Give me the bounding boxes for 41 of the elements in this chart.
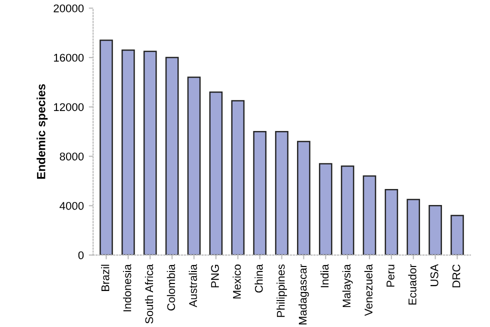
bar	[384, 189, 398, 256]
x-tick-label: PNG	[211, 264, 219, 288]
x-tick-label: Brazil	[101, 264, 110, 291]
bar	[362, 175, 376, 256]
bar	[428, 205, 442, 256]
bar	[340, 166, 354, 256]
y-tick-label: 16000	[54, 54, 84, 62]
x-tick-label: Colombia	[166, 264, 176, 310]
bar	[406, 198, 420, 256]
bar	[231, 100, 245, 256]
bar	[100, 40, 113, 256]
x-tick-label: Indonesia	[123, 264, 132, 312]
x-tick-label: Australia	[188, 264, 197, 308]
bar	[253, 130, 266, 256]
bar	[297, 140, 310, 256]
y-tick-label: 20000	[54, 4, 84, 12]
x-tick-label: India	[320, 264, 329, 288]
x-tick-label: USA	[430, 264, 438, 286]
y-tick-label: 4000	[60, 202, 84, 210]
bar	[209, 91, 223, 256]
bar	[450, 214, 464, 256]
bar	[275, 130, 288, 256]
x-tick-label: Malaysia	[342, 264, 353, 308]
x-tick-label: South Africa	[144, 264, 154, 324]
x-tick-label: Peru	[386, 264, 394, 287]
y-tick-label: 12000	[54, 103, 84, 112]
bar	[165, 56, 179, 256]
y-axis-title: Endemic species	[36, 84, 48, 179]
x-tick-label: Mexico	[232, 264, 241, 298]
x-tick-label: Madagascar	[298, 264, 309, 324]
bar	[122, 50, 135, 256]
y-tick-label: 8000	[60, 152, 84, 160]
x-tick-label: Venezuela	[364, 264, 372, 316]
y-tick-label: 0	[78, 251, 84, 260]
x-tick-label: China	[254, 264, 263, 293]
x-tick-label: DRC	[452, 264, 460, 288]
x-tick-label: Ecuador	[408, 264, 416, 305]
bar	[143, 50, 157, 256]
bar	[318, 163, 332, 256]
bar	[187, 76, 201, 256]
x-tick-label: Philippines	[276, 264, 287, 317]
